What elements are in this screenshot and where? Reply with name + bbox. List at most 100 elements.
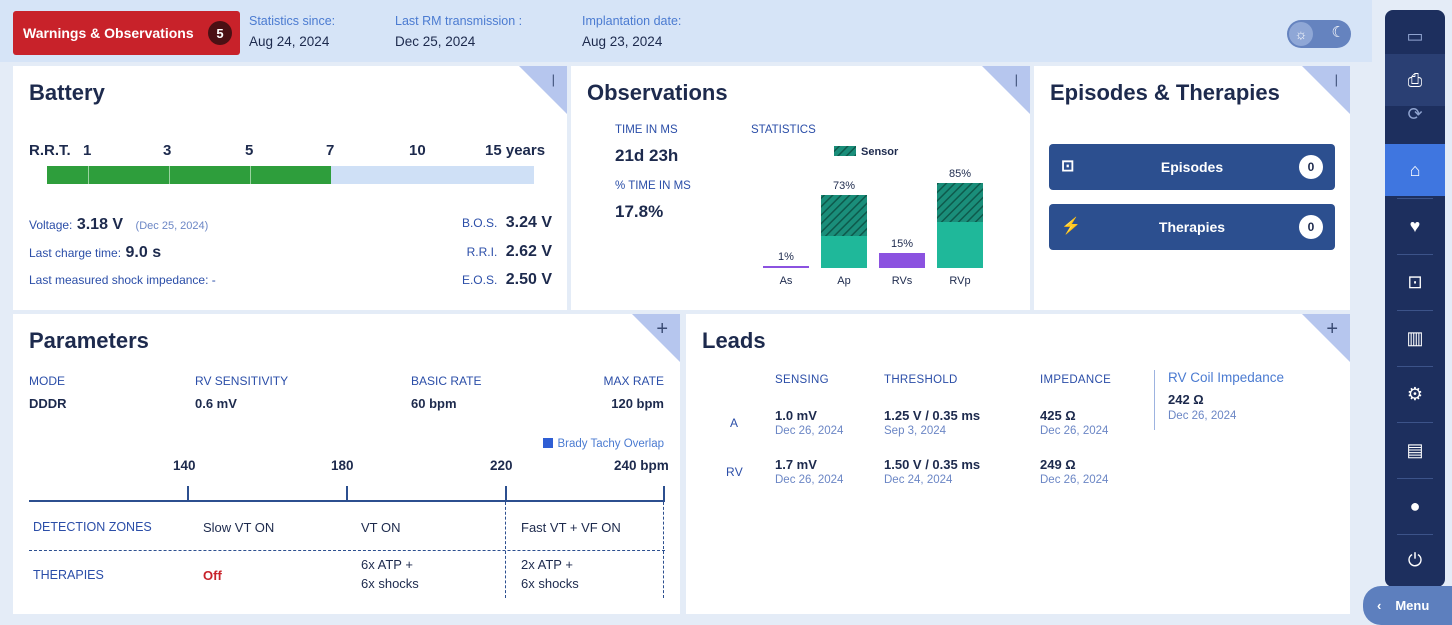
battery-corner-tab[interactable] xyxy=(519,66,567,114)
statistics-icon[interactable]: ▥ xyxy=(1406,327,1424,348)
warnings-observations-button[interactable]: Warnings & Observations 5 xyxy=(13,11,240,55)
x-tick-ap: Ap xyxy=(837,275,850,287)
mode-label: MODE xyxy=(29,374,65,388)
charge-row: Last charge time: 9.0 s xyxy=(29,244,161,262)
implant-value: Aug 23, 2024 xyxy=(582,34,663,49)
bos-value: 3.24 V xyxy=(505,214,552,231)
lead-a-impedance: 425 Ω xyxy=(1040,408,1076,423)
sensor-segment-rvp xyxy=(937,183,983,222)
therapies-count: 0 xyxy=(1299,215,1323,239)
detection-zones-label: DETECTION ZONES xyxy=(33,520,152,534)
sidebar: ▭ ⎙ ⟳ ⌂ ♥ ⊡ ▥ ⚙ ▤ ● ⏻ xyxy=(1385,10,1445,587)
episodes-corner-tab[interactable] xyxy=(1302,66,1350,114)
legend-sensor: Sensor xyxy=(861,146,899,158)
bar-label-rvp: 85% xyxy=(949,168,971,180)
ecg-monitor-icon[interactable]: ⊡ xyxy=(1407,271,1423,292)
observations-panel: Observations | TIME IN MS 21d 23h % TIME… xyxy=(571,66,1030,310)
plus-icon[interactable]: + xyxy=(656,318,668,340)
heart-icon[interactable]: ♥ xyxy=(1409,215,1421,236)
therapies-button[interactable]: ⚡ Therapies 0 xyxy=(1049,204,1335,250)
rrt-scale-15: 15 years xyxy=(485,142,546,159)
warnings-count-badge: 5 xyxy=(208,21,232,45)
bar-as xyxy=(763,266,809,268)
lead-a-sensing: 1.0 mV xyxy=(775,408,817,423)
observations-corner-tab[interactable] xyxy=(982,66,1030,114)
zone-slow-vt: Slow VT ON xyxy=(203,520,275,535)
rv-coil-date: Dec 26, 2024 xyxy=(1168,410,1237,422)
rv-sensitivity-value: 0.6 mV xyxy=(195,396,237,411)
leads-corner-tab[interactable] xyxy=(1302,314,1350,362)
menu-label: Menu xyxy=(1395,598,1430,613)
bar-label-rvs: 15% xyxy=(891,238,913,250)
power-icon[interactable]: ⏻ xyxy=(1407,549,1423,570)
bar-rvs xyxy=(879,253,925,268)
last-rm-transmission: Last RM transmission : Dec 25, 2024 xyxy=(395,14,522,49)
episodes-label: Episodes xyxy=(1160,159,1224,175)
theme-toggle[interactable]: ☼ ☾ xyxy=(1287,20,1351,48)
info-icon: | xyxy=(1014,72,1018,87)
therapy-vt-atp: 6x ATP + xyxy=(361,557,413,572)
therapy-slow-vt: Off xyxy=(203,568,222,583)
threshold-label: THRESHOLD xyxy=(884,374,958,386)
bar-label-as: 1% xyxy=(778,251,794,263)
book-icon[interactable]: ▤ xyxy=(1406,439,1424,460)
implant-label: Implantation date: xyxy=(582,14,682,28)
implantation-date: Implantation date: Aug 23, 2024 xyxy=(582,14,681,49)
parameters-panel: Parameters + MODE DDDR RV SENSITIVITY 0.… xyxy=(13,314,680,614)
rrt-scale-10: 10 xyxy=(409,142,426,159)
rate-axis xyxy=(29,500,665,502)
zone-fast-vt-vf: Fast VT + VF ON xyxy=(521,520,621,535)
rri-label: R.R.I. xyxy=(466,245,498,259)
info-icon: | xyxy=(1334,72,1338,87)
overlap-legend: Brady Tachy Overlap xyxy=(543,438,664,450)
lead-rv-impedance: 249 Ω xyxy=(1040,457,1076,472)
last-rm-label: Last RM transmission : xyxy=(395,14,523,28)
home-icon[interactable]: ⌂ xyxy=(1385,144,1445,196)
sidebar-separator xyxy=(1397,198,1433,199)
stats-since-label: Statistics since: xyxy=(249,14,336,28)
coil-divider xyxy=(1154,370,1155,430)
lead-rv-sensing: 1.7 mV xyxy=(775,457,817,472)
lightning-icon: ⚡ xyxy=(1061,218,1081,235)
leads-panel: Leads + SENSING THRESHOLD IMPEDANCE RV C… xyxy=(686,314,1350,614)
settings-icon[interactable]: ⚙ xyxy=(1406,383,1424,404)
legend-swatch xyxy=(834,146,856,156)
rate-scale-180: 180 xyxy=(331,458,354,473)
rate-scale-220: 220 xyxy=(490,458,513,473)
rate-tick xyxy=(663,486,665,501)
top-bar: Warnings & Observations 5 Statistics sin… xyxy=(0,0,1372,62)
sensor-segment-ap xyxy=(821,195,867,236)
lead-rv-threshold-date: Dec 24, 2024 xyxy=(884,474,953,486)
parameters-corner-tab[interactable] xyxy=(632,314,680,362)
rv-coil-value: 242 Ω xyxy=(1168,392,1204,407)
episodes-therapies-title: Episodes & Therapies xyxy=(1050,80,1280,105)
x-tick-rvs: RVs xyxy=(892,275,913,287)
therapies-label: Therapies xyxy=(1158,219,1226,235)
document-icon[interactable]: ▭ xyxy=(1406,25,1424,46)
episodes-button[interactable]: ⊡ Episodes 0 xyxy=(1049,144,1335,190)
eos-label: E.O.S. xyxy=(461,273,498,287)
bos-row: B.O.S. 3.24 V xyxy=(462,214,552,232)
menu-button[interactable]: ‹ Menu xyxy=(1363,586,1452,625)
lead-rv-threshold: 1.50 V / 0.35 ms xyxy=(884,457,981,472)
pct-ms-value: 17.8% xyxy=(615,202,664,221)
user-icon[interactable]: ● xyxy=(1409,495,1421,516)
sync-icon[interactable]: ⟳ xyxy=(1407,103,1423,124)
rate-tick xyxy=(187,486,189,501)
printer-icon[interactable]: ⎙ xyxy=(1385,54,1445,106)
rri-row: R.R.I. 2.62 V xyxy=(467,243,552,261)
voltage-row: Voltage: 3.18 V (Dec 25, 2024) xyxy=(29,216,208,234)
episodes-count: 0 xyxy=(1299,155,1323,179)
shock-impedance-label: Last measured shock impedance: - xyxy=(29,273,216,287)
x-tick-rvp: RVp xyxy=(949,275,970,287)
rate-tick xyxy=(346,486,348,501)
rate-scale-140: 140 xyxy=(173,458,196,473)
charge-value: 9.0 s xyxy=(125,244,162,261)
plus-icon[interactable]: + xyxy=(1326,318,1338,340)
sidebar-separator xyxy=(1397,534,1433,535)
charge-label: Last charge time: xyxy=(29,246,122,260)
ecg-icon: ⊡ xyxy=(1061,158,1075,175)
sensing-label: SENSING xyxy=(775,374,829,386)
last-rm-value: Dec 25, 2024 xyxy=(395,34,476,49)
lead-rv-impedance-date: Dec 26, 2024 xyxy=(1040,474,1109,486)
